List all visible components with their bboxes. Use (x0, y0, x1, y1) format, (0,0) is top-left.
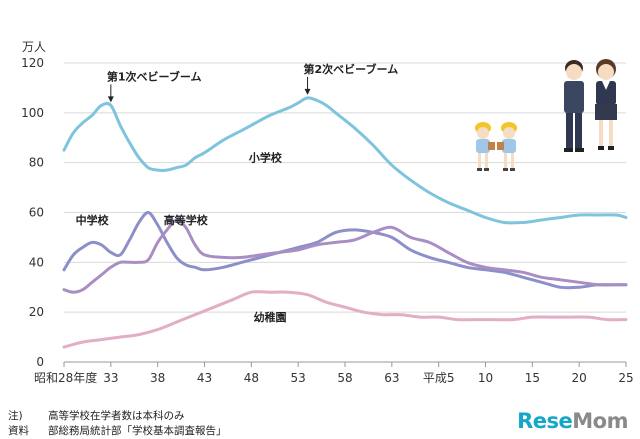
note-key: 資料 (8, 425, 29, 437)
x-axis: 昭和28年度 33 38 43 48 53 58 63 平成5 10 15 20 25 (34, 361, 634, 385)
series-line-小学校 (62, 96, 628, 225)
note-text: 部総務局統計部「学校基本調査報告」 (48, 425, 227, 437)
resemom-logo: ReseMom (517, 409, 628, 433)
annotation-arrowhead (304, 88, 311, 95)
y-axis-label: 万人 (22, 40, 46, 54)
x-tick-label: 20 (572, 371, 587, 385)
x-tick-label: 43 (197, 371, 212, 385)
x-tick-label: 33 (103, 371, 118, 385)
series-line-高等学校 (62, 218, 628, 294)
series-label: 幼稚園 (254, 310, 287, 324)
y-tick-label: 60 (29, 206, 44, 220)
series-lines (62, 96, 628, 349)
x-tick-label: 25 (618, 371, 633, 385)
y-axis: 0 20 40 60 80 100 120 万人 (21, 40, 46, 369)
series-label: 中学校 (76, 213, 110, 227)
annotation-arrowhead (107, 96, 114, 103)
y-tick-label: 20 (29, 305, 44, 319)
note-line-1: 注) 高等学校在学者数は本科のみ (8, 408, 185, 423)
y-tick-label: 80 (29, 156, 44, 170)
note-line-2: 資料 部総務局統計部「学校基本調査報告」 (8, 423, 227, 438)
x-tick-label: 15 (525, 371, 540, 385)
x-tick-label: 38 (150, 371, 165, 385)
x-tick-label: 58 (337, 371, 352, 385)
annotations: 第1次ベビーブーム 第2次ベビーブーム (107, 62, 399, 103)
y-tick-label: 40 (29, 255, 44, 269)
y-tick-label: 0 (36, 355, 44, 369)
x-tick-label: 昭和28年度 (34, 370, 97, 385)
x-tick-label: 平成5 (423, 371, 455, 385)
series-label: 高等学校 (164, 213, 209, 227)
note-key: 注) (8, 410, 23, 422)
x-tick-label: 48 (244, 371, 259, 385)
students-illustration (564, 59, 617, 152)
note-text: 高等学校在学者数は本科のみ (48, 410, 185, 422)
x-tick-label: 63 (384, 371, 399, 385)
x-tick-label: 10 (478, 371, 493, 385)
children-illustration (475, 122, 517, 171)
annotation-text: 第1次ベビーブーム (107, 69, 202, 83)
x-tick-label: 53 (291, 371, 306, 385)
annotation-text: 第2次ベビーブーム (304, 62, 399, 76)
y-tick-label: 120 (21, 56, 44, 70)
y-tick-label: 100 (21, 106, 44, 120)
series-line-幼稚園 (62, 290, 628, 349)
y-gridlines (64, 62, 626, 363)
series-label: 小学校 (248, 151, 283, 165)
